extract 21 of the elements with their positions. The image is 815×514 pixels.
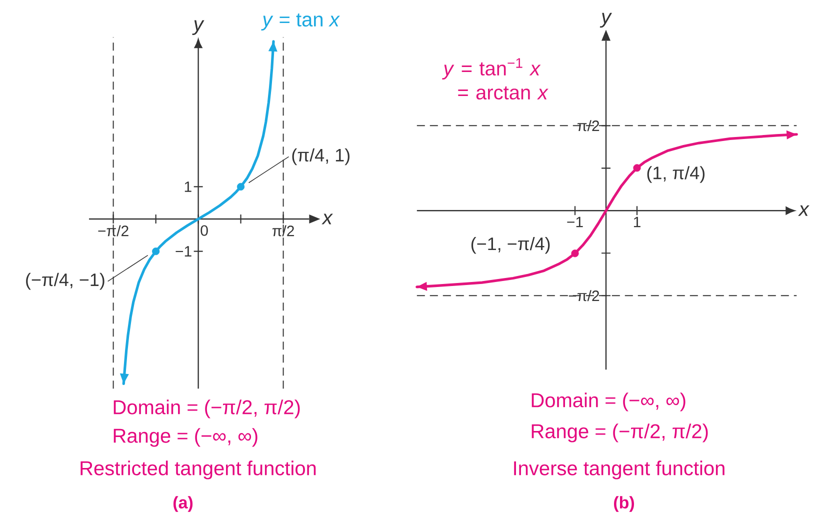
series-label: y = tan x	[261, 13, 340, 31]
y-axis-title: y	[192, 20, 204, 35]
text: Inverse tangent function	[514, 460, 724, 480]
annotation: (−π/4, −1)	[26, 272, 104, 290]
text: Domain = (−π/2, π/2)	[114, 400, 300, 418]
text: (b)	[614, 496, 634, 512]
x-axis-title: x	[798, 205, 810, 216]
annotation: (1, π/4)	[647, 166, 704, 183]
text: y = tan$^{−1}$ x = arctan x	[442, 58, 548, 100]
text: Range = (−π/2, π/2)	[532, 424, 708, 442]
y-axis-title: y	[600, 12, 612, 28]
x-tick-label: π/2	[272, 225, 294, 236]
text: Restricted tangent function	[80, 460, 316, 480]
x-tick-label: −π/2	[98, 225, 128, 236]
x-tick-label: 0	[200, 225, 208, 236]
text: Domain = (−∞, ∞)	[532, 392, 686, 412]
text: (a)	[173, 496, 193, 512]
text: Range = (−∞, ∞)	[114, 428, 258, 447]
x-axis-title: x	[322, 214, 333, 224]
annotation: (π/4, 1)	[292, 148, 350, 166]
annotation: (−1, −π/4)	[471, 236, 550, 254]
